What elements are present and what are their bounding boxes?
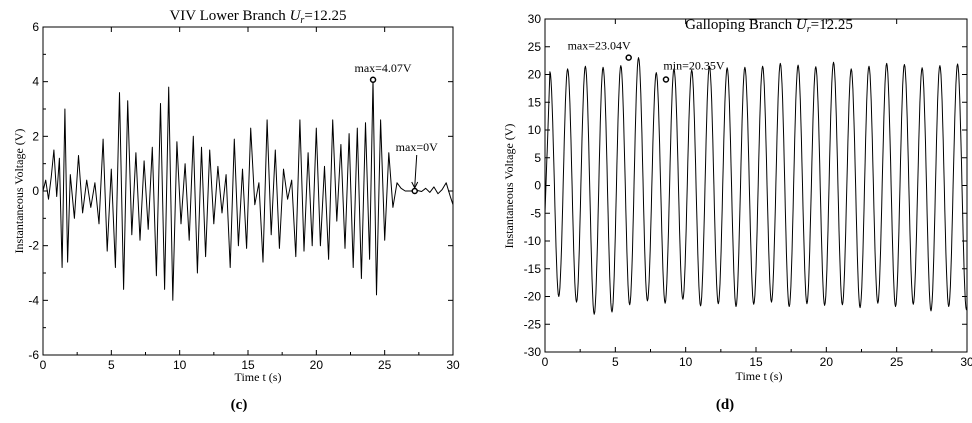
y-tick-label-d: -25 <box>524 317 542 331</box>
x-tick-label-d: 20 <box>820 355 834 369</box>
x-tick-label-d: 25 <box>890 355 904 369</box>
chart-title-d: Galloping Branch Ur=12.25 <box>685 17 853 35</box>
y-tick-label-d: 25 <box>528 40 542 54</box>
x-tick-label-c: 0 <box>40 358 47 372</box>
series-group-d <box>544 57 968 315</box>
y-tick-label-d: 30 <box>528 12 542 26</box>
annotation-arrow-c <box>414 154 418 188</box>
annotation-label-d: max=23.04V <box>568 39 631 53</box>
y-tick-label-c: 0 <box>32 184 39 198</box>
y-tick-label-d: 15 <box>528 95 542 109</box>
y-tick-label-c: 6 <box>32 20 39 34</box>
chart-panel-d: Galloping Branch Ur=12.25 Time t (s) Ins… <box>502 12 972 413</box>
x-tick-label-c: 15 <box>241 358 255 372</box>
y-tick-label-d: 20 <box>528 68 542 82</box>
x-tick-label-d: 5 <box>612 355 619 369</box>
annotation-marker-d <box>662 76 670 83</box>
y-axis-label-d: Instantaneous Voltage (V) <box>502 124 516 249</box>
x-tick-label-d: 10 <box>679 355 693 369</box>
x-tick-label-c: 20 <box>310 358 324 372</box>
voltage-series-line-d <box>544 57 968 315</box>
x-tick-label-c: 25 <box>378 358 392 372</box>
annotation-marker-c <box>369 76 377 84</box>
series-group-c <box>42 79 454 301</box>
voltage-series-line-c <box>42 79 454 301</box>
y-tick-label-d: -5 <box>530 206 541 220</box>
y-tick-label-d: -10 <box>524 234 542 248</box>
x-tick-label-d: 30 <box>960 355 972 369</box>
x-tick-label-d: 15 <box>749 355 763 369</box>
annotation-marker-c <box>411 187 418 195</box>
axis-ticks-d: 0 5 10 15 20 25 30 -30 -25 -20 -15 -10 -5 0 5 10 15 20 25 3… <box>524 12 972 369</box>
y-tick-label-d: 10 <box>528 123 542 137</box>
y-tick-label-d: -20 <box>524 290 542 304</box>
y-tick-label-c: 2 <box>32 129 39 143</box>
x-tick-label-c: 5 <box>108 358 115 372</box>
annotation-label-c: max=0V <box>396 140 438 154</box>
y-tick-label-d: 0 <box>534 179 541 193</box>
x-axis-label-c: Time t (s) <box>235 370 282 384</box>
annotation-marker-d <box>625 54 632 61</box>
annotation-label-d: min=20.35V <box>663 58 724 72</box>
chart-title-c: VIV Lower Branch Ur=12.25 <box>169 8 346 26</box>
y-tick-label-c: -2 <box>28 239 39 253</box>
x-axis-label-d: Time t (s) <box>736 369 783 383</box>
annotations-d: max=23.04V min=20.35V <box>568 39 725 83</box>
x-tick-label-d: 0 <box>542 355 549 369</box>
y-tick-label-c: 4 <box>32 75 39 89</box>
x-tick-label-c: 10 <box>173 358 187 372</box>
chart-panel-c: VIV Lower Branch Ur=12.25 Time t (s) Ins… <box>12 8 460 413</box>
annotations-c: max=4.07V max=0V <box>355 61 438 195</box>
axis-ticks-c: 0 5 10 15 20 25 30 -6 -4 -2 0 2 4 6 <box>28 20 460 372</box>
y-tick-label-d: 5 <box>534 151 541 165</box>
annotation-label-c: max=4.07V <box>355 61 412 75</box>
annotation-arrowhead-c <box>411 181 419 190</box>
y-tick-label-d: -30 <box>524 345 542 359</box>
y-tick-label-c: -4 <box>28 293 39 307</box>
y-axis-label-c: Instantaneous Voltage (V) <box>12 129 26 254</box>
x-tick-label-c: 30 <box>446 358 460 372</box>
y-tick-label-c: -6 <box>28 348 39 362</box>
panel-label-d: (d) <box>716 397 734 413</box>
panel-label-c: (c) <box>231 397 248 413</box>
y-tick-label-d: -15 <box>524 262 542 276</box>
